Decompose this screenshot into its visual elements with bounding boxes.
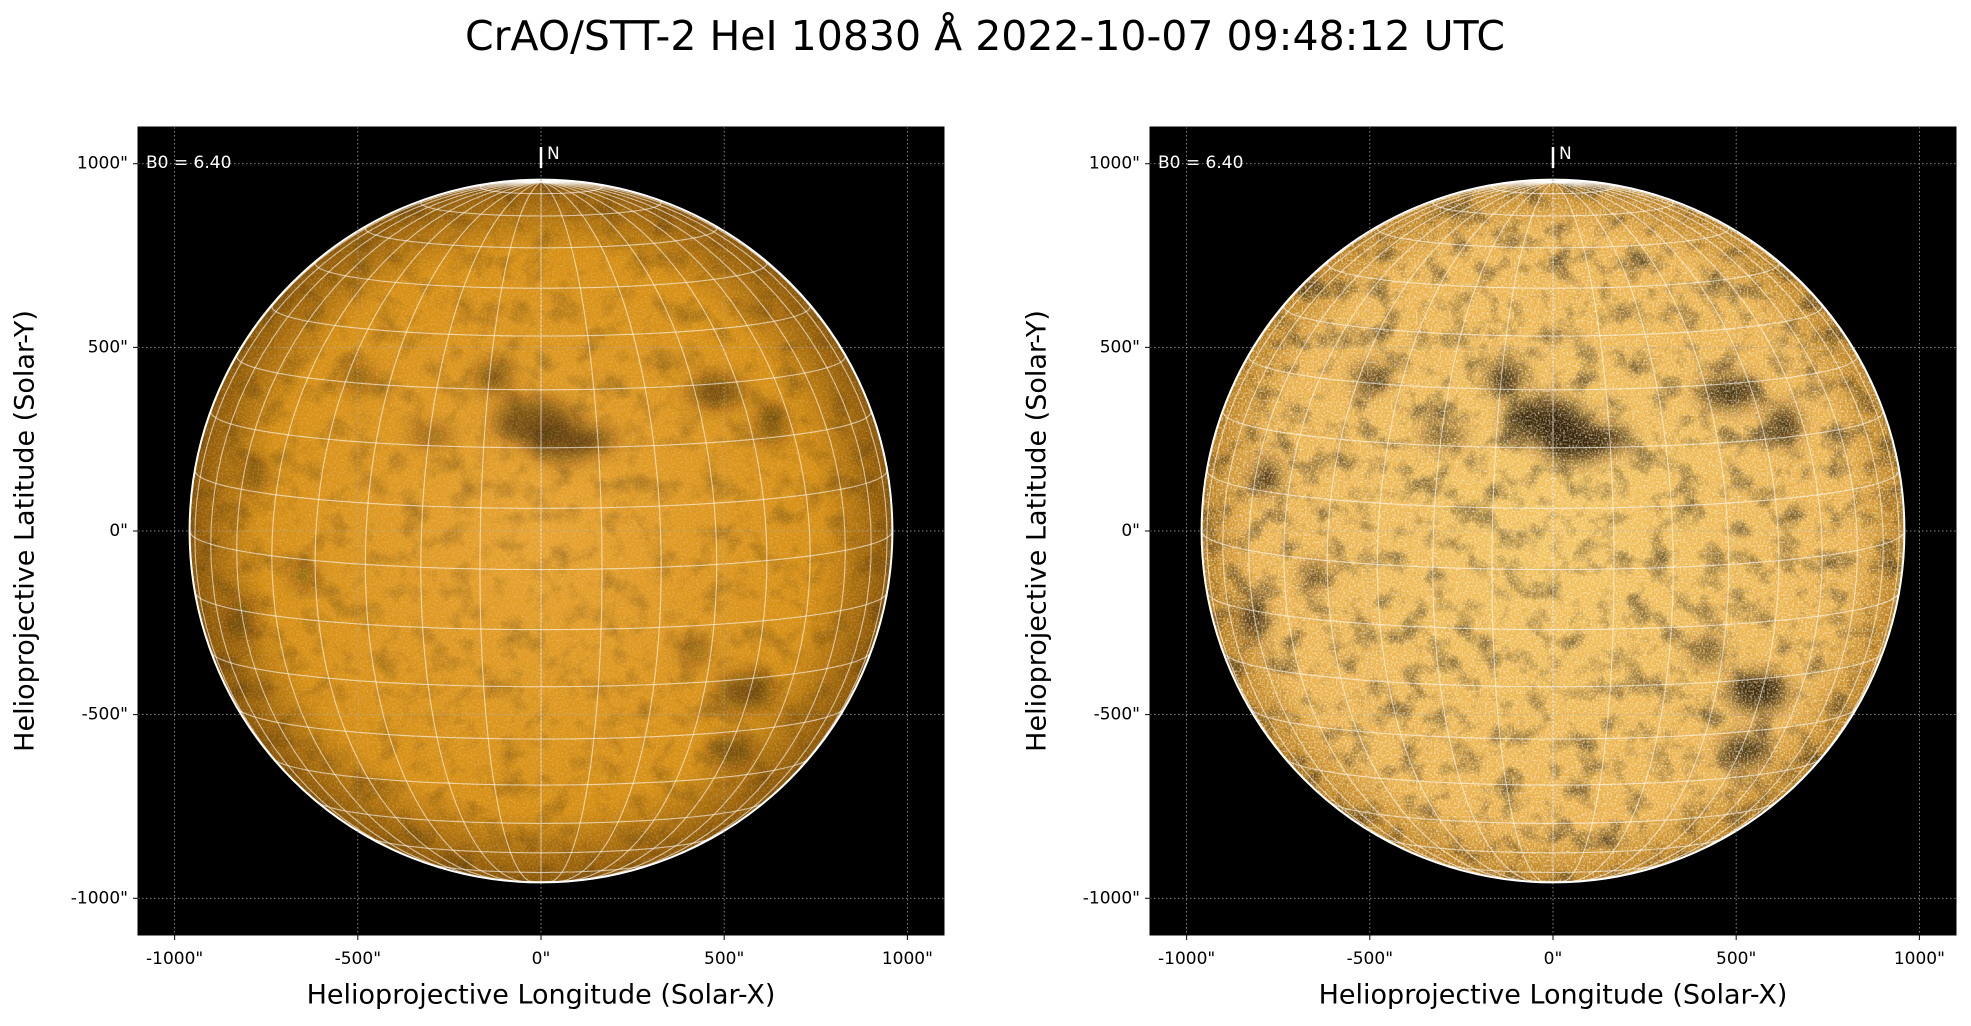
x-tick-label: -500" [335, 949, 381, 969]
heliographic-grid [1376, 181, 1554, 882]
heliographic-grid [1326, 181, 1554, 882]
x-axis-label: Helioprojective Longitude (Solar-X) [307, 980, 776, 1011]
x-tick-label: 0" [1544, 949, 1563, 969]
x-tick-label: 1000" [882, 949, 933, 969]
x-tick-label: -1000" [146, 949, 203, 969]
heliographic-grid [271, 181, 542, 879]
heliographic-grid [1552, 181, 1823, 879]
heliographic-grid [194, 181, 542, 829]
x-tick-label: 500" [1716, 949, 1756, 969]
heliographic-grid [540, 181, 768, 882]
heliographic-grid [540, 181, 603, 883]
plot-frame [1149, 126, 1957, 936]
heliographic-grid [210, 181, 542, 868]
panel: -1000" -500" 0" 500" 1000" -1000" -500" 0" 500" 1… [1022, 126, 1957, 1011]
heliographic-grid [1432, 181, 1554, 883]
heliographic-grid [1248, 181, 1554, 874]
y-tick-label: 1000" [1089, 154, 1140, 174]
x-tick-label: -500" [1347, 949, 1393, 969]
plot-frame [137, 126, 945, 936]
heliographic-grid [314, 181, 542, 882]
y-tick-label: 500" [88, 337, 128, 357]
heliographic-grid [540, 181, 811, 879]
x-tick-label: -1000" [1158, 949, 1215, 969]
x-tick-label: 0" [532, 949, 551, 969]
y-axis-label: Helioprojective Latitude (Solar-Y) [1022, 310, 1053, 752]
heliographic-grid [1283, 181, 1554, 879]
heliographic-grid [540, 181, 872, 868]
heliographic-grid [1552, 181, 1780, 882]
y-tick-label: -1000" [1083, 888, 1140, 908]
annotation: B0 = 6.40 [1158, 153, 1243, 173]
heliographic-grid [1552, 181, 1615, 883]
x-tick-label: 1000" [1894, 949, 1945, 969]
heliographic-grid [540, 181, 888, 829]
y-tick-label: 0" [109, 521, 128, 541]
heliographic-grid [1552, 181, 1884, 868]
x-axis-label: Helioprojective Longitude (Solar-X) [1319, 980, 1788, 1011]
y-axis-label: Helioprojective Latitude (Solar-Y) [10, 310, 41, 752]
heliographic-grid [420, 181, 542, 883]
heliographic-grid [364, 181, 542, 882]
y-tick-label: -500" [82, 705, 128, 725]
heliographic-grid [1552, 181, 1730, 882]
heliographic-grid [540, 181, 846, 874]
heliographic-grid [1552, 181, 1900, 829]
y-tick-label: -500" [1094, 705, 1140, 725]
heliographic-grid [1222, 181, 1554, 868]
y-tick-label: 0" [1121, 521, 1140, 541]
heliographic-grid [1206, 181, 1554, 829]
y-tick-label: -1000" [71, 888, 128, 908]
y-tick-label: 1000" [77, 154, 128, 174]
figure-title: CrAO/STT-2 HeI 10830 Å 2022-10-07 09:48:… [465, 12, 1505, 60]
panel: -1000" -500" 0" 500" 1000" -1000" -500" 0" 500" 1… [10, 126, 945, 1011]
heliographic-grid [1491, 181, 1554, 883]
heliographic-grid [479, 181, 542, 883]
heliographic-grid [236, 181, 542, 874]
y-tick-label: 500" [1100, 337, 1140, 357]
annotation: B0 = 6.40 [146, 153, 231, 173]
heliographic-grid [540, 181, 662, 883]
heliographic-grid [1552, 181, 1674, 883]
heliographic-grid [1552, 181, 1858, 874]
annotation: N [547, 144, 560, 164]
heliographic-grid [540, 181, 718, 882]
annotation: N [1559, 144, 1572, 164]
x-tick-label: 500" [704, 949, 744, 969]
